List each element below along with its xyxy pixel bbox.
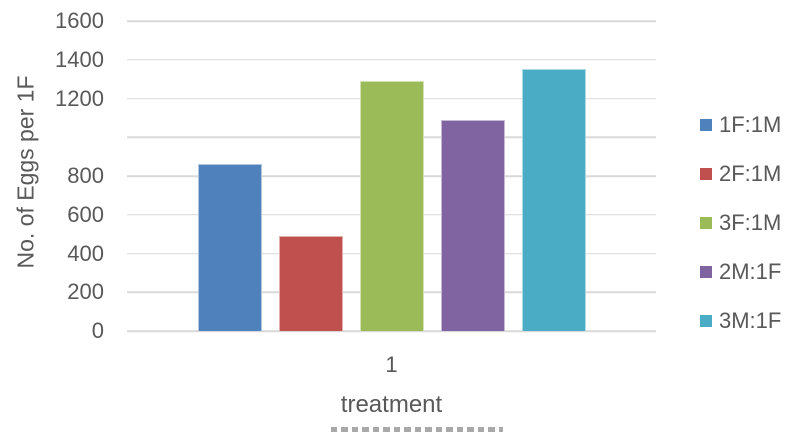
legend: 1F:1M 2F:1M 3F:1M 2M:1F 3M:1F — [700, 112, 781, 334]
legend-label: 1F:1M — [719, 112, 782, 137]
legend-item: 3M:1F — [700, 308, 781, 334]
legend-label: 2M:1F — [719, 259, 782, 284]
bar-2M:1F — [440, 119, 505, 331]
gridline — [127, 59, 656, 61]
y-tick-label: 200 — [67, 279, 104, 305]
legend-item: 3F:1M — [700, 210, 781, 236]
gridline — [127, 330, 656, 332]
legend-item: 1F:1M — [700, 112, 781, 138]
bar-3F:1M — [359, 81, 424, 331]
legend-swatch-icon — [700, 315, 712, 327]
y-tick-label: 1400 — [55, 46, 104, 72]
y-tick-label: 400 — [67, 240, 104, 266]
legend-label: 2F:1M — [719, 161, 782, 186]
y-tick-label: 1600 — [55, 8, 104, 33]
gridline — [127, 20, 656, 22]
y-tick-label: 800 — [67, 163, 104, 188]
legend-swatch-icon — [700, 266, 712, 278]
legend-item: 2F:1M — [700, 161, 781, 187]
bar-1F:1M — [197, 164, 262, 331]
legend-swatch-icon — [700, 168, 712, 180]
legend-item: 2M:1F — [700, 259, 781, 285]
bars — [127, 21, 656, 331]
y-tick-label: 0 — [91, 318, 104, 343]
y-tick-label: 1200 — [55, 85, 104, 111]
legend-swatch-icon — [700, 217, 712, 229]
bar-3M:1F — [521, 69, 586, 331]
plot-area — [127, 20, 656, 332]
clipped-text-strip — [331, 427, 503, 432]
legend-label: 3M:1F — [719, 308, 782, 333]
x-axis-tick-label: 1 — [385, 352, 398, 377]
legend-swatch-icon — [700, 119, 712, 131]
legend-label: 3F:1M — [719, 210, 782, 235]
bar-2F:1M — [278, 236, 343, 331]
x-axis-title: treatment — [340, 391, 443, 418]
y-tick-label: 600 — [67, 201, 104, 227]
